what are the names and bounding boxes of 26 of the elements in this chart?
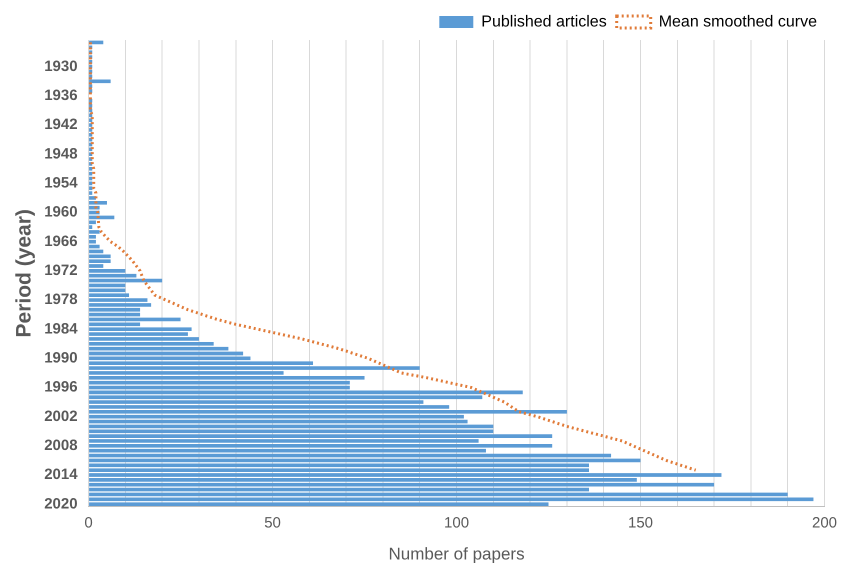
y-tick-label: 1948 bbox=[44, 145, 78, 162]
x-tick-label: 100 bbox=[444, 514, 470, 532]
y-tick-label: 2008 bbox=[44, 436, 78, 454]
legend-label: Mean smoothed curve bbox=[658, 13, 818, 30]
x-axis-title: Number of papers bbox=[388, 544, 525, 564]
x-tick-label: 200 bbox=[812, 514, 837, 532]
legend-label: Published articles bbox=[481, 13, 607, 30]
x-tick-label: 150 bbox=[628, 514, 654, 532]
bar bbox=[89, 79, 111, 84]
y-tick-label: 2014 bbox=[44, 466, 78, 484]
y-tick-label: 1930 bbox=[44, 58, 78, 75]
y-tick-label: 1978 bbox=[44, 291, 78, 308]
y-tick-label: 2020 bbox=[44, 495, 78, 512]
y-tick-label: 2002 bbox=[44, 408, 78, 425]
y-tick-label: 1966 bbox=[44, 232, 78, 250]
x-tick-label: 0 bbox=[84, 514, 93, 532]
y-tick-label: 1942 bbox=[44, 116, 78, 134]
y-tick-label: 1936 bbox=[44, 87, 78, 104]
y-tick-label: 1984 bbox=[44, 320, 78, 338]
y-tick-label: 1990 bbox=[44, 350, 78, 366]
y-tick-label: 1954 bbox=[44, 174, 78, 192]
y-tick-label: 1960 bbox=[44, 204, 78, 221]
y-tick-label: 1972 bbox=[44, 262, 78, 280]
y-tick-label: 1996 bbox=[44, 378, 78, 396]
y-axis-title: Period (year) bbox=[12, 209, 36, 338]
x-tick-label: 50 bbox=[264, 514, 281, 532]
